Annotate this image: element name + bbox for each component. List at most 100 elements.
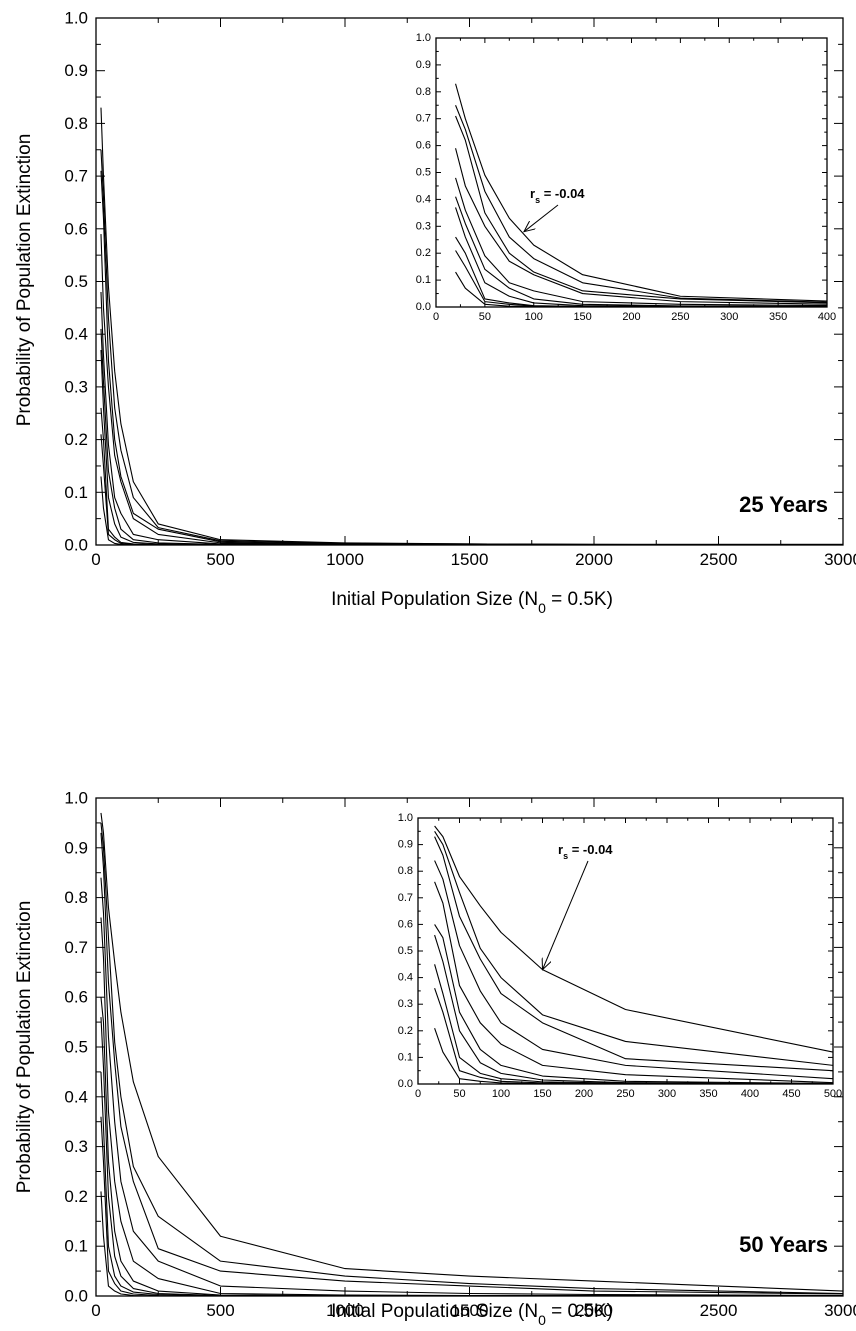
panel-1-inset-x-tick-label: 300 — [720, 311, 738, 323]
panel-1-x-axis-label-tail: = 0.5K) — [546, 589, 613, 610]
panel-1-inset-annotation-subscript: s — [535, 195, 540, 205]
panel-1-inset-x-tick-label: 350 — [769, 311, 787, 323]
panel-2-inset-plot-frame — [417, 817, 834, 1085]
panel-2-main-series-line-1 — [100, 812, 843, 1292]
panel-1-main-series-line-10 — [100, 476, 843, 545]
panel-2-main-y-tick-label: 0.9 — [64, 838, 88, 857]
panel-2-inset-series-line-2 — [434, 831, 833, 1066]
panel-2-main-series-line-7 — [100, 1017, 843, 1296]
panel-2-inset-annotation-subscript: s — [563, 851, 568, 861]
panel-2-main-x-tick-label: 2000 — [575, 1301, 613, 1320]
panel-1-main-x-tick-label: 2500 — [700, 550, 738, 569]
panel-1-inset-x-tick-label: 150 — [573, 311, 591, 323]
panel-1-main-y-tick-label: 0.5 — [64, 272, 88, 291]
panel-1-inset-x-tick-label: 100 — [525, 311, 543, 323]
panel-1-main-y-tick-label: 0.7 — [64, 167, 88, 186]
panel-1-x-axis-label-main: Initial Population Size (N — [331, 589, 538, 610]
panel-2-x-axis-label-subscript: 0 — [538, 1312, 546, 1328]
panel-2-inset-y-tick-label: 0.4 — [398, 972, 413, 984]
panel-2-main-series-line-3 — [100, 832, 843, 1295]
panel-2-inset-series-line-6 — [434, 924, 833, 1084]
panel-1-inset-x-tick-label: 200 — [622, 311, 640, 323]
panel-1-main-y-tick-label: 0.8 — [64, 114, 88, 133]
panel-1-main-x-tick-label: 3000 — [824, 550, 856, 569]
panel-1-inset-series-line-2 — [455, 105, 827, 303]
panel-1-inset-x-tick-label: 400 — [818, 311, 836, 323]
panel-2-main-y-tick-label: 0.7 — [64, 938, 88, 957]
panel-2-inset-x-tick-label: 250 — [616, 1088, 634, 1100]
panel-2-main-y-tick-label: 1.0 — [64, 789, 88, 808]
panel-1-inset-y-tick-label: 0.2 — [416, 247, 431, 259]
panel-1: 0.00.10.20.30.40.50.60.70.80.91.00 500 100… — [14, 9, 856, 617]
panel-1-inset-y-tick-label: 0.9 — [416, 59, 431, 71]
panel-2-inset-series-line-1 — [434, 825, 833, 1053]
panel-2-inset-x-tick-label: 450 — [782, 1088, 800, 1100]
panel-1-inset-annotation-r: r — [530, 186, 535, 201]
panel-2-inset-annotation-arrow — [543, 860, 589, 970]
panel-2-inset-x-tick-label: 200 — [575, 1088, 593, 1100]
panel-2-main-y-tick-label: 0.5 — [64, 1038, 88, 1057]
panel-1-inset-x-tick-label: 0 — [433, 311, 439, 323]
panel-2-inset-series-line-10 — [434, 1027, 833, 1084]
panel-1-inset: 0.0 0.1 0.2 0.3 0.4 0.5 0.6 0.7 0.8 0.9 1.0 0 50 100 1… — [416, 32, 836, 323]
panel-2-inset-x-tick-label: 300 — [658, 1088, 676, 1100]
panel-2-x-axis-label-main: Initial Population Size (N — [331, 1301, 538, 1322]
panel-1-inset-series-line-4 — [455, 148, 827, 305]
panel-2-main-x-tick-label: 500 — [206, 1301, 234, 1320]
panel-1-x-axis-label-subscript: 0 — [538, 600, 546, 616]
panel-2-main-x-tick-label: 1000 — [326, 1301, 364, 1320]
panel-1-inset-y-tick-label: 0.8 — [416, 86, 431, 98]
panel-1-inset-annotation-tail: = -0.04 — [540, 186, 585, 201]
panel-1-main-series-line-7 — [100, 349, 843, 545]
panel-1-main-x-tick-label: 0 — [91, 550, 100, 569]
panel-1-main-x-tick-label: 1000 — [326, 550, 364, 569]
panel-1-main-x-tick-label: 1500 — [451, 550, 489, 569]
panel-1-inset-series-line-5 — [455, 177, 827, 307]
panel-1-inset-y-tick-label: 0.1 — [416, 274, 431, 286]
panel-1-main-y-tick-label: 0.2 — [64, 430, 88, 449]
panel-2-main-series-line-2 — [100, 822, 843, 1295]
panel-2-main-y-tick-label: 0.6 — [64, 988, 88, 1007]
panel-1-inset-series-line-3 — [455, 115, 827, 304]
panel-1-main-y-tick-label: 0.6 — [64, 219, 88, 238]
panel-2-inset-x-tick-label: 400 — [741, 1088, 759, 1100]
panel-1-main-series-line-5 — [100, 292, 843, 545]
panel-2-inset-y-tick-label: 0.0 — [398, 1078, 413, 1090]
panel-1-inset-y-tick-label: 0.0 — [416, 301, 431, 313]
panel-1-inset-annotation: rs = -0.04 — [530, 186, 585, 205]
panel-1-main-y-tick-label: 1.0 — [64, 9, 88, 28]
panel-2-x-axis-label-tail: = 0.5K) — [546, 1301, 613, 1322]
panel-2-inset-y-tick-label: 0.3 — [398, 998, 413, 1010]
panel-2-main-x-tick-label: 2500 — [700, 1301, 738, 1320]
panel-2-inset-x-tick-label: 350 — [699, 1088, 717, 1100]
panel-2-inset-y-tick-label: 1.0 — [398, 812, 413, 824]
panel-2-main-y-tick-label: 0.1 — [64, 1237, 88, 1256]
panel-2-main-series-line-8 — [100, 1071, 843, 1296]
panel-1-inset-y-tick-label: 0.4 — [416, 193, 431, 205]
panel-2-inset-y-tick-label: 0.5 — [398, 945, 413, 957]
panel-2-inset-y-tick-label: 0.7 — [398, 892, 413, 904]
panel-1-inset-series-line-10 — [455, 271, 827, 307]
panel-1-main-y-tick-label: 0.4 — [64, 325, 88, 344]
panel-1-inset-x-tick-label: 250 — [671, 311, 689, 323]
panel-2-main-series-line-4 — [100, 877, 843, 1296]
panel-2-inset-x-tick-label: 150 — [533, 1088, 551, 1100]
panel-1-inset-x-tick-label: 50 — [479, 311, 491, 323]
panel-2-main-x-tick-label: 0 — [91, 1301, 100, 1320]
panel-2-main-series-line-9 — [100, 1116, 843, 1296]
panel-2: 0.00.10.20.30.40.50.60.70.80.91.00 500 100… — [14, 789, 856, 1329]
panel-2-main-x-tick-label: 1500 — [451, 1301, 489, 1320]
panel-2-inset-y-tick-label: 0.9 — [398, 839, 413, 851]
panel-1-inset-y-tick-label: 0.6 — [416, 140, 431, 152]
panel-1-main-y-tick-label: 0.9 — [64, 61, 88, 80]
panel-2-inset-x-tick-label: 100 — [492, 1088, 510, 1100]
panel-2-main-series-line-10 — [100, 1191, 843, 1296]
panel-2-inset-x-tick-label: 500 — [824, 1088, 842, 1100]
panel-2-inset-series-line-4 — [434, 860, 833, 1080]
panel-1-main-y-tick-label: 0.1 — [64, 483, 88, 502]
panel-2-inset-x-tick-label: 0 — [415, 1088, 421, 1100]
panel-1-main-y-tick-label: 0.0 — [64, 536, 88, 555]
panel-1-main-x-tick-label: 500 — [206, 550, 234, 569]
panel-2-inset-y-tick-label: 0.8 — [398, 865, 413, 877]
